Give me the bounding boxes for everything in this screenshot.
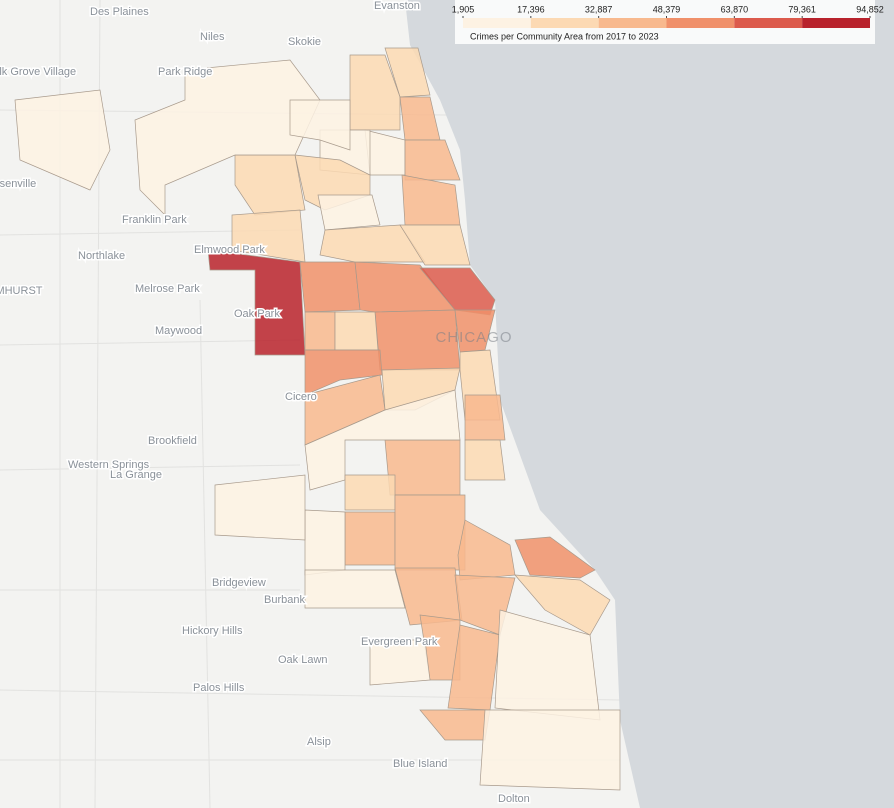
- place-labels: Des Plaines Evanston Niles Skokie Elk Grove …: [0, 0, 531, 806]
- community-area: [304, 569, 406, 609]
- legend: Crimes per Community Area from 2017 to 2…: [452, 0, 884, 44]
- community-area: [304, 509, 346, 576]
- community-area: [419, 267, 496, 316]
- place-label: Palos Hills: [193, 682, 245, 694]
- community-area: [289, 99, 351, 151]
- community-area: [514, 574, 611, 636]
- place-label: Blue Island: [393, 758, 447, 770]
- community-area: [319, 224, 426, 263]
- community-area: [231, 209, 306, 263]
- community-area: [304, 389, 461, 491]
- community-area: [464, 394, 506, 441]
- legend-tick-label: 48,379: [653, 4, 681, 14]
- place-label: Western Springs: [68, 459, 150, 471]
- place-label: Evergreen Park: [361, 636, 438, 648]
- place-label: Brookfield: [148, 435, 197, 447]
- place-label: Franklin Park: [122, 214, 187, 226]
- legend-tick-label: 32,887: [585, 4, 613, 14]
- community-area: [384, 439, 461, 496]
- place-label: Skokie: [288, 36, 321, 48]
- place-label: Park Ridge: [158, 66, 212, 78]
- community-area: [134, 59, 321, 216]
- place-label: Oak Lawn: [278, 654, 328, 666]
- place-label: Melrose Park: [135, 283, 200, 295]
- legend-swatch: [802, 18, 870, 28]
- community-area: [344, 474, 396, 511]
- community-area: [317, 194, 381, 231]
- place-label: Niles: [200, 31, 225, 43]
- place-label: Bridgeview: [212, 577, 266, 589]
- place-label: Dolton: [498, 793, 530, 805]
- community-area: [14, 89, 111, 191]
- community-area: [344, 511, 396, 566]
- place-label: Alsip: [307, 736, 331, 748]
- community-area: [404, 139, 461, 181]
- legend-title: Crimes per Community Area from 2017 to 2…: [470, 31, 659, 41]
- place-label: Bensenville: [0, 178, 36, 190]
- legend-swatch: [734, 18, 803, 28]
- place-label: Hickory Hills: [182, 625, 243, 637]
- community-area: [304, 349, 383, 396]
- community-area: [334, 311, 379, 351]
- community-area: [369, 639, 431, 686]
- legend-tick-label: 94,852: [856, 4, 884, 14]
- legend-swatch: [598, 18, 667, 28]
- legend-tick-label: 79,361: [788, 4, 816, 14]
- community-areas: [14, 47, 621, 791]
- legend-tick-label: 17,396: [517, 4, 545, 14]
- legend-swatch: [463, 18, 531, 28]
- place-label: Cicero: [285, 391, 317, 403]
- community-area: [394, 494, 466, 571]
- community-area: [464, 439, 506, 481]
- community-area: [299, 261, 361, 313]
- place-label: La Grange: [110, 469, 162, 481]
- place-label: ELMHURST: [0, 285, 43, 297]
- place-label: Des Plaines: [90, 6, 149, 18]
- place-label: Oak Park: [234, 308, 280, 320]
- place-label: Elmwood Park: [194, 244, 265, 256]
- legend-tick-label: 63,870: [721, 4, 749, 14]
- place-label: Elk Grove Village: [0, 66, 76, 78]
- community-area: [384, 47, 431, 98]
- community-area: [514, 536, 596, 579]
- lake: [405, 0, 894, 808]
- community-area: [479, 709, 621, 791]
- legend-tick-label: 1,905: [452, 4, 475, 14]
- legend-swatch: [666, 18, 735, 28]
- community-area: [399, 224, 471, 266]
- place-label: Northlake: [78, 250, 125, 262]
- city-label: CHICAGO: [435, 329, 512, 346]
- place-label: Maywood: [155, 325, 202, 337]
- place-label: Evanston: [374, 0, 420, 12]
- place-label: Burbank: [264, 594, 305, 606]
- legend-swatch: [530, 18, 599, 28]
- community-area: [214, 474, 306, 541]
- community-area: [304, 311, 336, 351]
